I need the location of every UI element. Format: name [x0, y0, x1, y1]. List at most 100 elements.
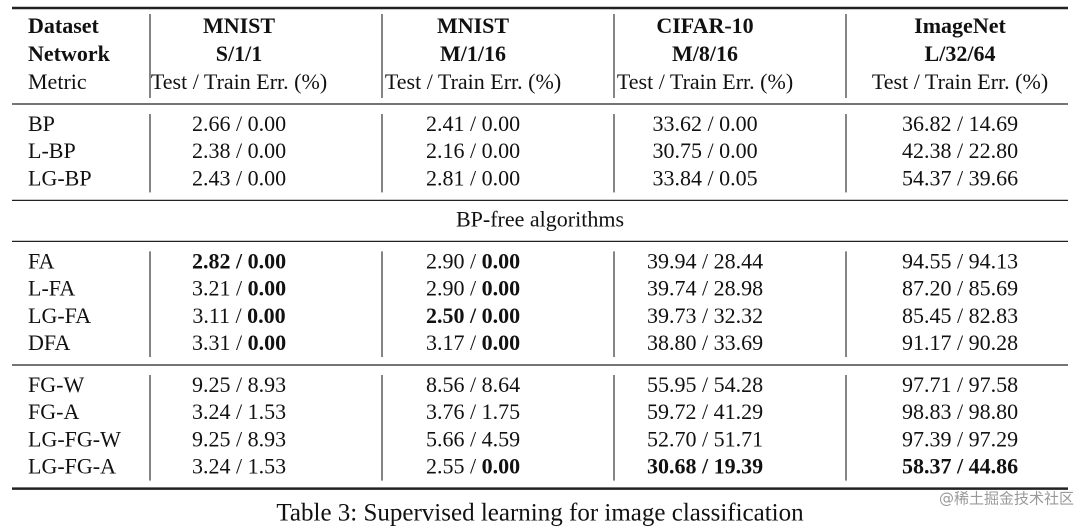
train-error: 32.32 — [714, 303, 764, 328]
test-error: 98.83 — [902, 399, 952, 424]
separator: / — [464, 303, 481, 328]
cell: 30.75 / 0.00 — [652, 138, 757, 163]
cell: 39.74 / 28.98 — [647, 276, 763, 301]
train-error: 19.39 — [714, 454, 764, 479]
train-error: 1.75 — [482, 399, 521, 424]
separator: / — [696, 454, 713, 479]
cell: 33.84 / 0.05 — [652, 165, 757, 190]
cell: 91.17 / 90.28 — [902, 330, 1018, 355]
cell: 9.25 / 8.93 — [192, 372, 286, 397]
separator: / — [230, 426, 247, 451]
section-heading: BP-free algorithms — [456, 206, 624, 231]
test-error: 55.95 — [647, 372, 697, 397]
separator: / — [464, 248, 481, 273]
train-error: 0.00 — [719, 111, 758, 136]
test-error: 2.41 — [426, 111, 465, 136]
train-error: 41.29 — [714, 399, 764, 424]
train-error: 54.28 — [714, 372, 764, 397]
separator: / — [702, 165, 719, 190]
column-header: M/8/16 — [672, 41, 738, 66]
separator: / — [696, 303, 713, 328]
test-error: 54.37 — [902, 165, 952, 190]
row-label: L-FA — [28, 276, 75, 301]
cell: 38.80 / 33.69 — [647, 330, 763, 355]
train-error: 1.53 — [248, 399, 287, 424]
separator: / — [464, 165, 481, 190]
train-error: 0.00 — [248, 330, 287, 355]
row-label: DFA — [28, 330, 70, 355]
separator: / — [951, 276, 968, 301]
test-error: 85.45 — [902, 303, 952, 328]
row-label: L-BP — [28, 138, 76, 163]
train-error: 8.64 — [482, 372, 521, 397]
cell: 39.94 / 28.44 — [647, 248, 763, 273]
column-header: ImageNet — [914, 13, 1006, 38]
row-label: BP — [28, 111, 55, 136]
separator: / — [464, 426, 481, 451]
separator: / — [464, 330, 481, 355]
train-error: 98.80 — [969, 399, 1019, 424]
cell: 98.83 / 98.80 — [902, 399, 1018, 424]
column-header: Test / Train Err. (%) — [385, 69, 561, 94]
test-error: 2.90 — [426, 248, 465, 273]
train-error: 22.80 — [969, 138, 1019, 163]
separator: / — [951, 248, 968, 273]
test-error: 2.66 — [192, 111, 231, 136]
cell: 3.76 / 1.75 — [426, 399, 520, 424]
test-error: 3.76 — [426, 399, 465, 424]
row-label-header: Dataset — [28, 13, 100, 38]
separator: / — [951, 399, 968, 424]
separator: / — [696, 399, 713, 424]
train-error: 0.00 — [248, 165, 287, 190]
train-error: 28.98 — [714, 276, 764, 301]
test-error: 30.75 — [652, 138, 702, 163]
separator: / — [696, 248, 713, 273]
separator: / — [230, 276, 247, 301]
train-error: 0.00 — [247, 303, 286, 328]
cell: 2.81 / 0.00 — [426, 165, 520, 190]
train-error: 0.00 — [248, 111, 287, 136]
train-error: 0.00 — [482, 248, 521, 273]
train-error: 0.00 — [482, 330, 521, 355]
test-error: 39.74 — [647, 276, 697, 301]
row-label: LG-BP — [28, 165, 92, 190]
train-error: 94.13 — [969, 248, 1019, 273]
train-error: 0.05 — [719, 165, 758, 190]
separator: / — [702, 111, 719, 136]
cell: 2.43 / 0.00 — [192, 165, 286, 190]
train-error: 14.69 — [969, 111, 1019, 136]
cell: 2.38 / 0.00 — [192, 138, 286, 163]
separator: / — [951, 372, 968, 397]
train-error: 0.00 — [482, 454, 521, 479]
separator: / — [696, 276, 713, 301]
cell: 3.17 / 0.00 — [426, 330, 520, 355]
test-error: 5.66 — [426, 426, 465, 451]
train-error: 0.00 — [482, 276, 521, 301]
row-label: LG-FA — [28, 303, 91, 328]
separator: / — [230, 111, 247, 136]
test-error: 97.71 — [902, 372, 952, 397]
separator: / — [230, 399, 247, 424]
test-error: 2.81 — [426, 165, 465, 190]
row-label: LG-FG-A — [28, 454, 116, 479]
cell: 54.37 / 39.66 — [902, 165, 1018, 190]
separator: / — [696, 372, 713, 397]
train-error: 0.00 — [482, 111, 521, 136]
test-error: 33.84 — [652, 165, 702, 190]
row-label: FG-W — [28, 372, 84, 397]
train-error: 4.59 — [482, 426, 521, 451]
cell: 2.50 / 0.00 — [426, 303, 520, 328]
test-error: 94.55 — [902, 248, 952, 273]
test-error: 59.72 — [647, 399, 697, 424]
cell: 94.55 / 94.13 — [902, 248, 1018, 273]
column-header: MNIST — [437, 13, 509, 38]
separator: / — [696, 330, 713, 355]
test-error: 9.25 — [192, 426, 231, 451]
cell: 2.16 / 0.00 — [426, 138, 520, 163]
column-header: Test / Train Err. (%) — [872, 69, 1048, 94]
separator: / — [230, 138, 247, 163]
separator: / — [951, 454, 968, 479]
train-error: 82.83 — [969, 303, 1019, 328]
row-label: LG-FG-W — [28, 426, 121, 451]
test-error: 36.82 — [902, 111, 952, 136]
